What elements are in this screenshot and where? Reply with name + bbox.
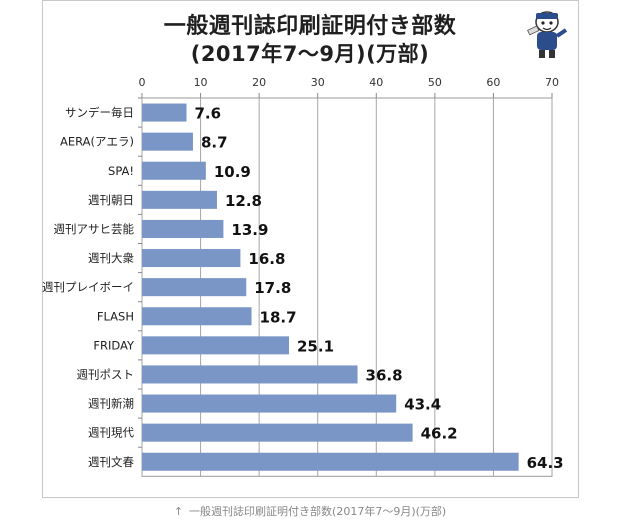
- category-label: 週刊文春: [88, 455, 134, 469]
- category-label: FRIDAY: [93, 338, 135, 352]
- value-label: 36.8: [366, 366, 403, 384]
- figure-caption: ↑ 一般週刊誌印刷証明付き部数(2017年7〜9月)(万部): [0, 503, 620, 519]
- category-label: 週刊プレイボーイ: [42, 280, 134, 294]
- x-tick-label: 60: [486, 76, 500, 89]
- bar: [142, 452, 519, 471]
- bar: [142, 219, 224, 238]
- bar: [142, 103, 187, 122]
- value-label: 46.2: [421, 425, 458, 443]
- category-label: 週刊朝日: [88, 193, 134, 207]
- bar: [142, 278, 247, 297]
- bar: [142, 161, 206, 180]
- bar: [142, 365, 358, 384]
- category-label: AERA(アエラ): [60, 135, 134, 149]
- x-tick-label: 10: [194, 76, 208, 89]
- value-label: 25.1: [297, 337, 334, 355]
- x-tick-label: 50: [428, 76, 442, 89]
- value-label: 12.8: [225, 192, 262, 210]
- value-label: 18.7: [260, 308, 297, 326]
- category-label: FLASH: [97, 309, 134, 323]
- chart-subtitle: (2017年7〜9月)(万部): [190, 42, 430, 66]
- x-tick-label: 0: [139, 76, 146, 89]
- bar: [142, 394, 397, 413]
- bar: [142, 307, 252, 326]
- category-label: 週刊現代: [88, 426, 134, 440]
- category-label: 週刊ポスト: [77, 367, 135, 381]
- category-label: サンデー毎日: [65, 106, 134, 120]
- value-label: 17.8: [254, 279, 291, 297]
- caption-text: 一般週刊誌印刷証明付き部数(2017年7〜9月)(万部): [189, 505, 447, 518]
- x-tick-label: 20: [252, 76, 266, 89]
- value-label: 10.9: [214, 163, 251, 181]
- chart-title: 一般週刊誌印刷証明付き部数: [163, 14, 457, 39]
- value-label: 7.6: [195, 105, 222, 123]
- value-label: 16.8: [248, 250, 285, 268]
- bar: [142, 132, 193, 151]
- value-label: 64.3: [527, 454, 564, 472]
- category-label: SPA!: [108, 164, 134, 178]
- up-arrow-icon: ↑: [173, 505, 184, 518]
- value-label: 13.9: [231, 221, 268, 239]
- bar: [142, 190, 217, 209]
- x-tick-label: 40: [369, 76, 383, 89]
- mascot-illustration: [527, 11, 568, 58]
- value-label: 43.4: [404, 396, 441, 414]
- x-tick-label: 70: [545, 76, 559, 89]
- bar: [142, 249, 241, 268]
- category-label: 週刊大衆: [88, 251, 134, 265]
- bar: [142, 336, 290, 355]
- category-label: 週刊新潮: [88, 397, 134, 411]
- x-tick-label: 30: [311, 76, 325, 89]
- category-label: 週刊アサヒ芸能: [54, 222, 135, 236]
- value-label: 8.7: [201, 134, 228, 152]
- bar: [142, 423, 413, 442]
